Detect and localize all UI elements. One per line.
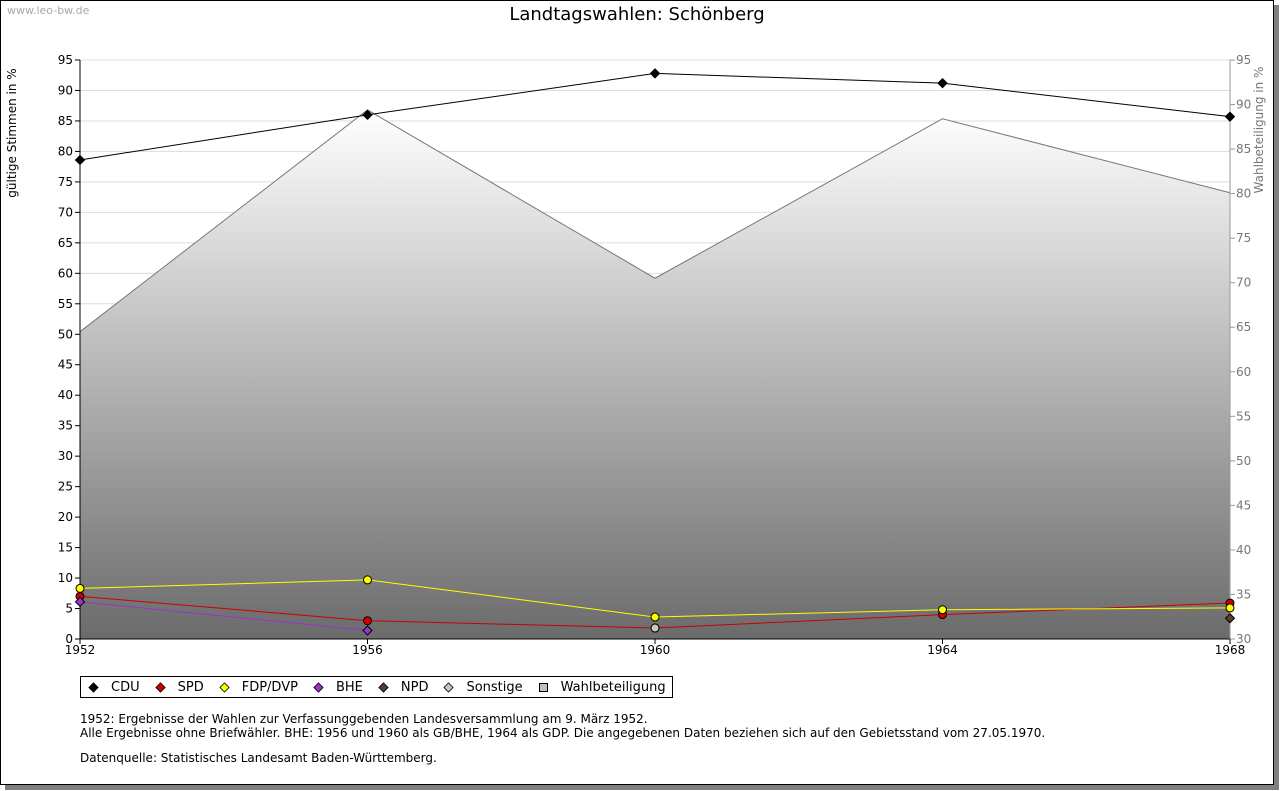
note-source: Datenquelle: Statistisches Landesamt Bad… bbox=[80, 751, 437, 765]
legend-item-fdp-dvp: FDP/DVP bbox=[219, 679, 298, 695]
y-tick-label: 85 bbox=[58, 114, 73, 128]
y-tick-label: 20 bbox=[58, 510, 73, 524]
legend: CDU SPD FDP/DVP BHE NPD Sonstige Wahlbeteiligu… bbox=[80, 676, 673, 698]
legend-label-npd: NPD bbox=[400, 679, 429, 695]
x-tick-label: 1956 bbox=[352, 643, 383, 657]
y2-tick-label: 70 bbox=[1236, 276, 1251, 290]
legend-marker-fdp-dvp bbox=[219, 681, 230, 693]
y2-tick-label: 40 bbox=[1236, 543, 1251, 557]
y2-tick-label: 45 bbox=[1236, 498, 1251, 512]
data-point-cdu bbox=[362, 109, 373, 121]
y2-tick-label: 65 bbox=[1236, 320, 1251, 334]
y-tick-label: 0 bbox=[65, 632, 73, 646]
series-line-bhe bbox=[79, 601, 368, 631]
legend-item-cdu: CDU bbox=[88, 679, 140, 695]
legend-marker-sonstige bbox=[443, 681, 455, 693]
legend-marker-spd bbox=[155, 681, 166, 693]
legend-item-npd: NPD bbox=[378, 679, 429, 695]
y2-tick-label: 75 bbox=[1236, 231, 1251, 245]
y2-tick-label: 80 bbox=[1236, 187, 1251, 201]
legend-item-wahlbeteiligung: Wahlbeteiligung bbox=[538, 679, 666, 695]
y-tick-label: 35 bbox=[58, 419, 73, 433]
y2-tick-label: 60 bbox=[1236, 365, 1251, 379]
y2-tick-label: 90 bbox=[1236, 98, 1251, 112]
legend-item-sonstige: Sonstige bbox=[443, 679, 523, 695]
series-line-cdu bbox=[79, 72, 1231, 161]
legend-marker-bhe bbox=[313, 681, 324, 693]
data-point-npd bbox=[1224, 613, 1236, 624]
y2-tick-label: 30 bbox=[1236, 632, 1251, 646]
y-tick-label: 15 bbox=[58, 541, 73, 555]
data-point-cdu bbox=[1224, 111, 1236, 122]
y2-tick-label: 85 bbox=[1236, 142, 1251, 156]
y-tick-label: 75 bbox=[58, 175, 73, 189]
y-tick-label: 95 bbox=[58, 53, 73, 67]
data-point-bhe bbox=[362, 625, 373, 636]
data-point-fdp-dvp bbox=[938, 605, 947, 615]
data-point-fdp-dvp bbox=[1225, 603, 1235, 613]
y2-tick-label: 35 bbox=[1236, 587, 1251, 601]
data-point-spd bbox=[363, 616, 372, 626]
legend-label-cdu: CDU bbox=[111, 679, 140, 695]
y-tick-label: 30 bbox=[58, 449, 73, 463]
y2-axis-label: Wahlbeteiligung in % bbox=[1252, 67, 1266, 194]
x-tick-label: 1968 bbox=[1215, 643, 1246, 657]
y-tick-label: 70 bbox=[58, 205, 73, 219]
note-line-2: Alle Ergebnisse ohne Briefwähler. BHE: 1… bbox=[80, 725, 1046, 740]
data-point-cdu bbox=[74, 154, 86, 166]
notes: 1952: Ergebnisse der Wahlen zur Verfassu… bbox=[80, 712, 1046, 766]
turnout-area-fill bbox=[80, 109, 1230, 640]
y-tick-label: 90 bbox=[58, 83, 73, 97]
y-tick-label: 50 bbox=[58, 327, 73, 341]
legend-label-spd: SPD bbox=[177, 679, 204, 695]
y-tick-label: 80 bbox=[58, 144, 73, 158]
y-tick-label: 65 bbox=[58, 236, 73, 250]
y-tick-label: 10 bbox=[58, 571, 73, 585]
turnout-area bbox=[79, 109, 1231, 640]
data-point-fdp-dvp bbox=[363, 575, 372, 585]
y2-tick-label: 50 bbox=[1236, 454, 1251, 468]
y-axis-label: gültige Stimmen in % bbox=[5, 68, 19, 197]
axes: 0 5 10 15 20 25 30 35 40 45 50 55 60 65 70 75 80 85 90 95 30… bbox=[58, 53, 1252, 657]
y-tick-label: 60 bbox=[58, 266, 73, 280]
y-tick-label: 40 bbox=[58, 388, 73, 402]
y-tick-label: 45 bbox=[58, 358, 73, 372]
legend-item-spd: SPD bbox=[155, 679, 204, 695]
legend-item-bhe: BHE bbox=[313, 679, 363, 695]
y-tick-label: 5 bbox=[65, 602, 73, 616]
watermark: www.leo-bw.de bbox=[7, 4, 90, 17]
legend-label-bhe: BHE bbox=[335, 679, 363, 695]
turnout-line bbox=[79, 109, 1231, 333]
note-line-1: 1952: Ergebnisse der Wahlen zur Verfassu… bbox=[80, 712, 648, 726]
y-tick-label: 25 bbox=[58, 480, 73, 494]
data-point-cdu bbox=[937, 77, 948, 89]
legend-marker-npd bbox=[378, 681, 389, 693]
x-tick-label: 1960 bbox=[640, 643, 671, 657]
legend-marker-cdu bbox=[88, 681, 99, 693]
y-tick-label: 55 bbox=[58, 297, 73, 311]
series bbox=[74, 68, 1236, 636]
data-point-bhe bbox=[74, 596, 86, 608]
x-tick-label: 1964 bbox=[927, 643, 958, 657]
legend-label-wahlbeteiligung: Wahlbeteiligung bbox=[560, 679, 666, 695]
y2-tick-label: 55 bbox=[1236, 409, 1251, 423]
x-tick-label: 1952 bbox=[65, 643, 96, 657]
data-point-fdp-dvp bbox=[650, 612, 660, 622]
data-point-fdp-dvp bbox=[75, 583, 85, 593]
legend-label-fdp-dvp: FDP/DVP bbox=[241, 679, 298, 695]
chart-title: Landtagswahlen: Schönberg bbox=[509, 4, 764, 25]
legend-label-sonstige: Sonstige bbox=[466, 679, 523, 695]
data-point-sonstige bbox=[650, 623, 660, 633]
y2-tick-label: 95 bbox=[1236, 53, 1251, 67]
data-point-cdu bbox=[649, 68, 661, 79]
legend-marker-wahlbeteiligung bbox=[538, 682, 548, 692]
